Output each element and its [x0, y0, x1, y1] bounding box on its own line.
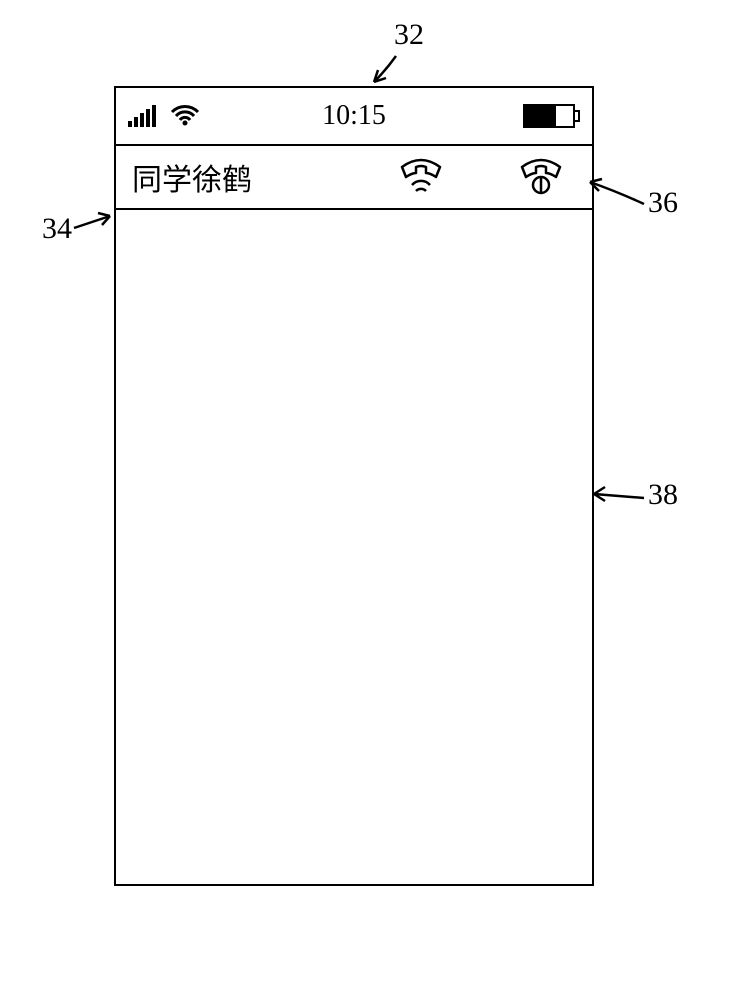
status-bar: 10:15 — [116, 88, 592, 146]
answer-call-button[interactable] — [396, 155, 446, 200]
callout-36: 36 — [648, 186, 678, 220]
callout-34: 34 — [42, 212, 72, 246]
battery-icon — [523, 104, 580, 128]
clock-text: 10:15 — [322, 100, 386, 132]
caller-name: 同学徐鹤 — [132, 155, 252, 199]
incoming-call-bar: 同学徐鹤 — [116, 146, 592, 210]
signal-icon — [128, 105, 156, 127]
phone-frame: 10:15 同学徐鹤 — [114, 86, 594, 886]
callout-32: 32 — [394, 18, 424, 52]
wifi-icon — [170, 102, 200, 131]
callout-38: 38 — [648, 478, 678, 512]
decline-call-button[interactable] — [516, 155, 566, 200]
battery-fill — [525, 106, 556, 126]
content-area — [116, 210, 592, 884]
